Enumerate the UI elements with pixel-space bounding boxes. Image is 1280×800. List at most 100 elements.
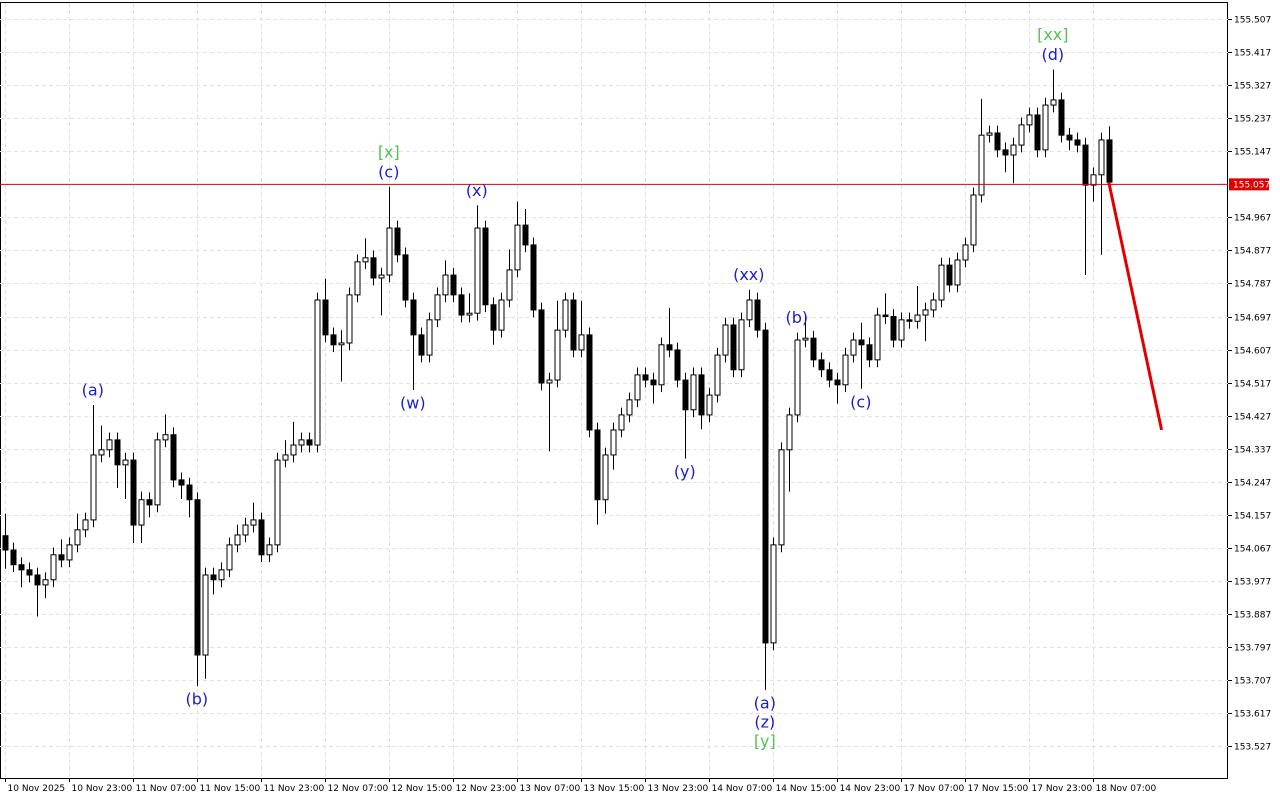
candle-body xyxy=(34,574,41,586)
candle-body xyxy=(1066,134,1073,141)
x-tick-label: 10 Nov 23:00 xyxy=(72,784,133,794)
candle-body xyxy=(842,354,849,386)
candle-body xyxy=(250,519,257,526)
candle-body xyxy=(698,374,705,416)
price-label: 155.057 xyxy=(1233,180,1270,190)
candle-body xyxy=(434,294,441,321)
wave-label: (d) xyxy=(1041,45,1064,64)
candle-body xyxy=(442,274,449,296)
y-tick-label: 154.247 xyxy=(1234,479,1271,489)
candle-body xyxy=(658,344,665,386)
candle-body xyxy=(274,459,281,546)
candle-body xyxy=(170,434,177,481)
candle-body xyxy=(634,374,641,401)
candle-body xyxy=(410,299,417,336)
candle-body xyxy=(762,329,769,644)
candle-body xyxy=(122,459,129,466)
candle-body xyxy=(714,354,721,396)
x-tick-label: 10 Nov 2025 xyxy=(8,784,66,794)
candle-body xyxy=(10,549,17,566)
candle-body xyxy=(386,227,393,276)
y-tick-label: 154.697 xyxy=(1234,314,1271,324)
candle-body xyxy=(770,544,777,644)
candle-body xyxy=(114,439,121,466)
candle-body xyxy=(362,257,369,263)
candle-body xyxy=(866,344,873,361)
candle-body xyxy=(874,314,881,361)
y-tick-label: 153.617 xyxy=(1234,710,1271,720)
candle-body xyxy=(42,579,49,586)
y-tick-label: 154.607 xyxy=(1234,347,1271,357)
candle-body xyxy=(402,254,409,301)
candle-body xyxy=(1098,139,1105,176)
candle-body xyxy=(618,414,625,431)
candle-body xyxy=(514,224,521,271)
candle-body xyxy=(1018,124,1025,146)
x-tick-label: 11 Nov 15:00 xyxy=(200,784,261,794)
candle-body xyxy=(346,294,353,344)
candle-body xyxy=(626,399,633,416)
wave-label: (y) xyxy=(674,462,696,481)
candle-body xyxy=(282,454,289,461)
wave-label: (w) xyxy=(400,393,426,412)
candle-body xyxy=(210,574,217,581)
candle-body xyxy=(834,379,841,386)
x-tick-label: 17 Nov 15:00 xyxy=(968,784,1029,794)
forecast-line xyxy=(1107,181,1164,431)
y-tick-label: 153.887 xyxy=(1234,611,1271,621)
candle-body xyxy=(730,324,737,371)
candle-body xyxy=(738,319,745,371)
candle-body xyxy=(562,299,569,331)
candle-body xyxy=(474,227,481,314)
candle-body xyxy=(202,574,209,656)
candle-body xyxy=(130,459,137,526)
y-tick-label: 154.517 xyxy=(1234,380,1271,390)
candle-body xyxy=(682,379,689,411)
candle-body xyxy=(466,312,473,316)
candle-body xyxy=(850,339,857,356)
wave-label: (b) xyxy=(785,308,808,327)
x-tick-label: 13 Nov 07:00 xyxy=(520,784,581,794)
wave-label: (a) xyxy=(82,381,104,400)
wave-label: (z) xyxy=(754,712,775,731)
candle-body xyxy=(106,439,113,451)
x-tick-label: 12 Nov 23:00 xyxy=(456,784,517,794)
candle-body xyxy=(754,299,761,331)
candle-body xyxy=(810,337,817,361)
candle-body xyxy=(674,349,681,381)
candle-body xyxy=(314,299,321,446)
plot-frame xyxy=(0,2,1228,779)
candle-body xyxy=(1074,139,1081,146)
candle-body xyxy=(826,369,833,381)
wave-label: (c) xyxy=(378,162,399,181)
candle-body xyxy=(450,274,457,296)
candle-body xyxy=(194,499,201,656)
candle-body xyxy=(74,529,81,546)
x-tick-label: 12 Nov 15:00 xyxy=(392,784,453,794)
candle-body xyxy=(306,439,313,446)
candle-body xyxy=(1058,99,1065,136)
candle-body xyxy=(642,374,649,381)
wave-label: [xx] xyxy=(1037,25,1068,44)
candle-body xyxy=(18,564,25,571)
candle-body xyxy=(418,334,425,356)
candle-body xyxy=(354,261,361,296)
candle-body xyxy=(1106,139,1113,183)
price-tag xyxy=(1229,178,1269,191)
candle-body xyxy=(946,264,953,286)
candle-body xyxy=(258,519,265,556)
candle-body xyxy=(538,309,545,384)
candle-body xyxy=(458,294,465,316)
candle-body xyxy=(906,319,913,322)
candle-body xyxy=(1042,104,1049,151)
candle-body xyxy=(522,224,529,246)
candle-body xyxy=(594,429,601,501)
candle-body xyxy=(186,484,193,501)
candle-body xyxy=(818,359,825,371)
candle-body xyxy=(298,439,305,446)
wave-label: (x) xyxy=(466,181,488,200)
candle-body xyxy=(962,244,969,261)
candle-body xyxy=(586,334,593,431)
y-tick-label: 154.067 xyxy=(1234,545,1271,555)
